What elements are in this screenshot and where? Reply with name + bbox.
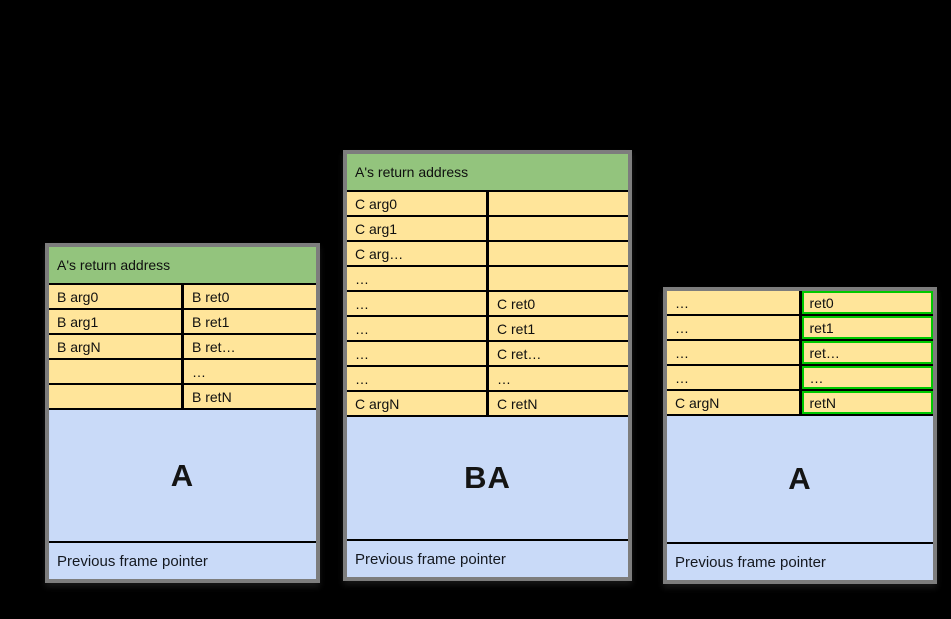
stack-row: B arg0 B ret0	[49, 285, 316, 308]
ret-cell	[489, 267, 628, 290]
arg-cell: …	[347, 267, 486, 290]
previous-frame-pointer-cell: Previous frame pointer	[49, 543, 316, 579]
stack-row: … ret0	[667, 291, 933, 314]
stack-row: B arg1 B ret1	[49, 310, 316, 333]
ret-cell: …	[184, 360, 316, 383]
stack-row: … C ret…	[347, 342, 628, 365]
ret-cell: …	[489, 367, 628, 390]
stack-row: C arg…	[347, 242, 628, 265]
stack-row: …	[49, 360, 316, 383]
ret-cell: B ret1	[184, 310, 316, 333]
ret-cell: B ret0	[184, 285, 316, 308]
ret-cell-highlighted: …	[801, 366, 933, 389]
stack-row: … C ret0	[347, 292, 628, 315]
arg-cell	[49, 385, 181, 408]
arg-cell: B arg0	[49, 285, 181, 308]
arg-cell: C arg0	[347, 192, 486, 215]
stack-table-middle: A's return address C arg0 C arg1 C arg… …	[343, 150, 632, 581]
ret-cell	[489, 217, 628, 240]
stack-row: … C ret1	[347, 317, 628, 340]
stack-row: C argN retN	[667, 391, 933, 414]
stack-row: B argN B ret…	[49, 335, 316, 358]
previous-frame-pointer-cell: Previous frame pointer	[667, 544, 933, 580]
stack-table-right: … ret0 … ret1 … ret… … … C argN retN A P…	[663, 287, 937, 584]
return-address-header: A's return address	[49, 247, 316, 283]
arg-cell: C arg1	[347, 217, 486, 240]
arg-cell: B argN	[49, 335, 181, 358]
ret-cell-highlighted: ret1	[801, 316, 933, 339]
stack-row: C arg1	[347, 217, 628, 240]
ret-cell-highlighted: ret0	[801, 291, 933, 314]
stack-row: … …	[667, 366, 933, 389]
stack-row: … …	[347, 367, 628, 390]
arg-cell: …	[667, 291, 799, 314]
frame-owner-label: A	[49, 410, 316, 541]
frame-owner-label: A	[667, 416, 933, 542]
previous-frame-pointer-cell: Previous frame pointer	[347, 541, 628, 577]
arg-cell: …	[347, 292, 486, 315]
arg-cell: C argN	[347, 392, 486, 415]
arg-cell: …	[667, 316, 799, 339]
ret-cell: C ret0	[489, 292, 628, 315]
stack-row: … ret1	[667, 316, 933, 339]
arg-cell: C argN	[667, 391, 799, 414]
return-address-label: A's return address	[355, 164, 469, 180]
stack-row: C arg0	[347, 192, 628, 215]
arg-cell: …	[667, 341, 799, 364]
ret-cell	[489, 242, 628, 265]
ret-cell: B retN	[184, 385, 316, 408]
ret-cell	[489, 192, 628, 215]
ret-cell: C ret1	[489, 317, 628, 340]
ret-cell: C retN	[489, 392, 628, 415]
stack-row: …	[347, 267, 628, 290]
arg-cell: …	[347, 367, 486, 390]
ret-cell-highlighted: ret…	[801, 341, 933, 364]
stack-table-left: A's return address B arg0 B ret0 B arg1 …	[45, 243, 320, 583]
arg-cell: B arg1	[49, 310, 181, 333]
frame-owner-label: BA	[347, 417, 628, 539]
stack-row: … ret…	[667, 341, 933, 364]
arg-cell	[49, 360, 181, 383]
arg-cell: C arg…	[347, 242, 486, 265]
arg-cell: …	[347, 342, 486, 365]
stack-row: C argN C retN	[347, 392, 628, 415]
return-address-label: A's return address	[57, 257, 171, 273]
ret-cell: C ret…	[489, 342, 628, 365]
stack-row: B retN	[49, 385, 316, 408]
return-address-header: A's return address	[347, 154, 628, 190]
arg-cell: …	[667, 366, 799, 389]
arg-cell: …	[347, 317, 486, 340]
ret-cell-highlighted: retN	[801, 391, 933, 414]
ret-cell: B ret…	[184, 335, 316, 358]
